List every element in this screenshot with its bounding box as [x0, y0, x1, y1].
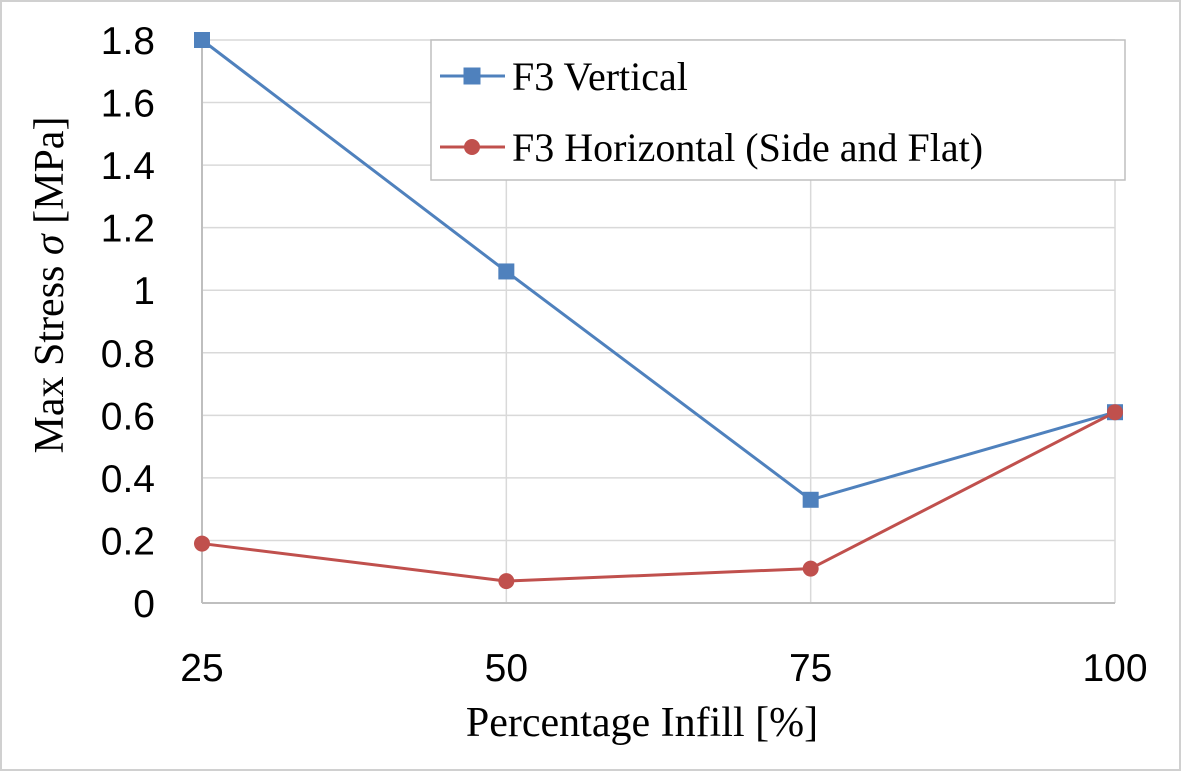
data-point-circle	[194, 535, 210, 552]
series-line	[201, 410, 1116, 583]
legend-marker-square	[463, 67, 481, 85]
data-point-square	[802, 491, 819, 508]
y-tick-label: 0	[133, 583, 155, 626]
data-point-circle	[802, 560, 819, 577]
axes	[201, 40, 1115, 604]
legend: F3 Vertical F3 Horizontal (Side and Flat…	[430, 39, 1126, 181]
x-tick-label: 25	[180, 647, 223, 690]
legend-label-vertical: F3 Vertical	[512, 54, 688, 99]
series-circle	[194, 404, 1123, 590]
x-axis-title: Percentage Infill [%]	[466, 700, 818, 746]
legend-label-horizontal: F3 Horizontal (Side and Flat)	[512, 125, 983, 170]
y-tick-label: 1.6	[101, 83, 155, 126]
data-point-circle	[498, 573, 515, 590]
tick-labels: 0 0.2 0.4 0.6 0.8 1 1.2 1.4 1.6 1.8 25 50 75 100	[101, 20, 1148, 690]
y-axis-title-text: Max Stress	[27, 255, 73, 453]
y-tick-label: 1.8	[101, 20, 155, 63]
data-point-circle	[1107, 404, 1123, 421]
legend-marker-circle	[464, 139, 480, 155]
data-point-square	[498, 263, 515, 280]
y-tick-label: 1.2	[101, 208, 155, 251]
series-group	[194, 32, 1123, 590]
y-tick-label: 1	[133, 270, 155, 313]
y-tick-label: 0.4	[101, 458, 155, 501]
x-tick-label: 75	[789, 647, 832, 690]
y-axis-title-symbol: σ	[27, 232, 73, 255]
y-tick-label: 0.6	[101, 395, 155, 438]
legend-box	[430, 39, 1126, 181]
x-tick-label: 50	[485, 647, 528, 690]
x-tick-label: 100	[1082, 647, 1147, 690]
y-axis-title-unit: [MPa]	[27, 117, 73, 235]
y-tick-label: 1.4	[101, 145, 155, 188]
y-axis-title: Max Stress σ [MPa]	[27, 117, 73, 454]
series-line	[201, 38, 1116, 502]
y-tick-label: 0.8	[101, 333, 155, 376]
y-tick-label: 0.2	[101, 520, 155, 563]
data-point-square	[194, 32, 210, 48]
